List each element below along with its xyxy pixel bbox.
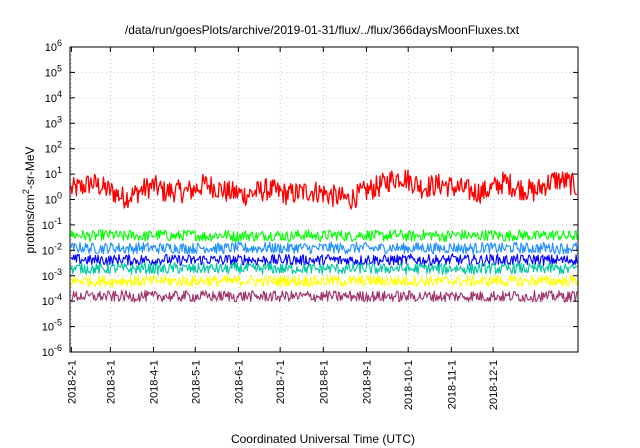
- chart-title: /data/run/goesPlots/archive/2019-01-31/f…: [125, 23, 520, 37]
- series-line: [70, 253, 578, 267]
- y-tick-label: 101: [45, 165, 62, 181]
- x-tick-label: 2018-7-1: [275, 360, 287, 404]
- y-axis-title-text: protons/cm2-sr-MeV: [21, 146, 37, 253]
- y-axis-ticks: 10-6 10-5 10-4 10-3 10-2 10-1 100 101 102 103 104 1…: [42, 38, 578, 359]
- data-series: [70, 169, 578, 303]
- y-tick-label: 10-4: [42, 292, 62, 308]
- grid-lines: [70, 47, 578, 352]
- y-tick-label: 102: [45, 140, 62, 156]
- x-tick-label: 2018-2-1: [66, 360, 78, 404]
- y-axis-title: protons/cm2-sr-MeV: [21, 146, 37, 253]
- y-tick-label: 10-1: [42, 216, 62, 232]
- series-line: [70, 274, 578, 288]
- y-tick-label: 10-6: [42, 343, 62, 359]
- series-line: [70, 169, 578, 210]
- series-line: [71, 289, 578, 303]
- y-tick-label: 10-5: [42, 318, 62, 334]
- y-tick-label: 105: [45, 63, 62, 79]
- x-tick-label: 2018-10-1: [403, 360, 415, 410]
- series-line: [70, 229, 578, 243]
- x-tick-label: 2018-4-1: [149, 360, 161, 404]
- x-tick-label: 2018-9-1: [361, 360, 373, 404]
- x-tick-label: 2018-6-1: [233, 360, 245, 404]
- y-tick-label: 104: [45, 89, 62, 105]
- x-tick-label: 2018-11-1: [446, 360, 458, 409]
- y-tick-label: 103: [45, 114, 62, 130]
- x-tick-label: 2018-12-1: [488, 360, 500, 410]
- y-tick-label: 100: [45, 191, 62, 207]
- x-tick-label: 2018-5-1: [190, 360, 202, 404]
- x-axis-ticks: 2018-2-1 2018-3-1 2018-4-1 2018-5-1 2018-6-1…: [66, 47, 500, 410]
- y-tick-label: 106: [45, 38, 62, 54]
- x-tick-label: 2018-8-1: [318, 360, 330, 404]
- y-tick-label: 10-2: [42, 241, 62, 257]
- x-axis-title: Coordinated Universal Time (UTC): [231, 432, 415, 446]
- y-tick-label: 10-3: [42, 267, 62, 283]
- x-tick-label: 2018-3-1: [105, 360, 117, 404]
- series-line: [70, 262, 578, 275]
- series-line: [70, 241, 578, 255]
